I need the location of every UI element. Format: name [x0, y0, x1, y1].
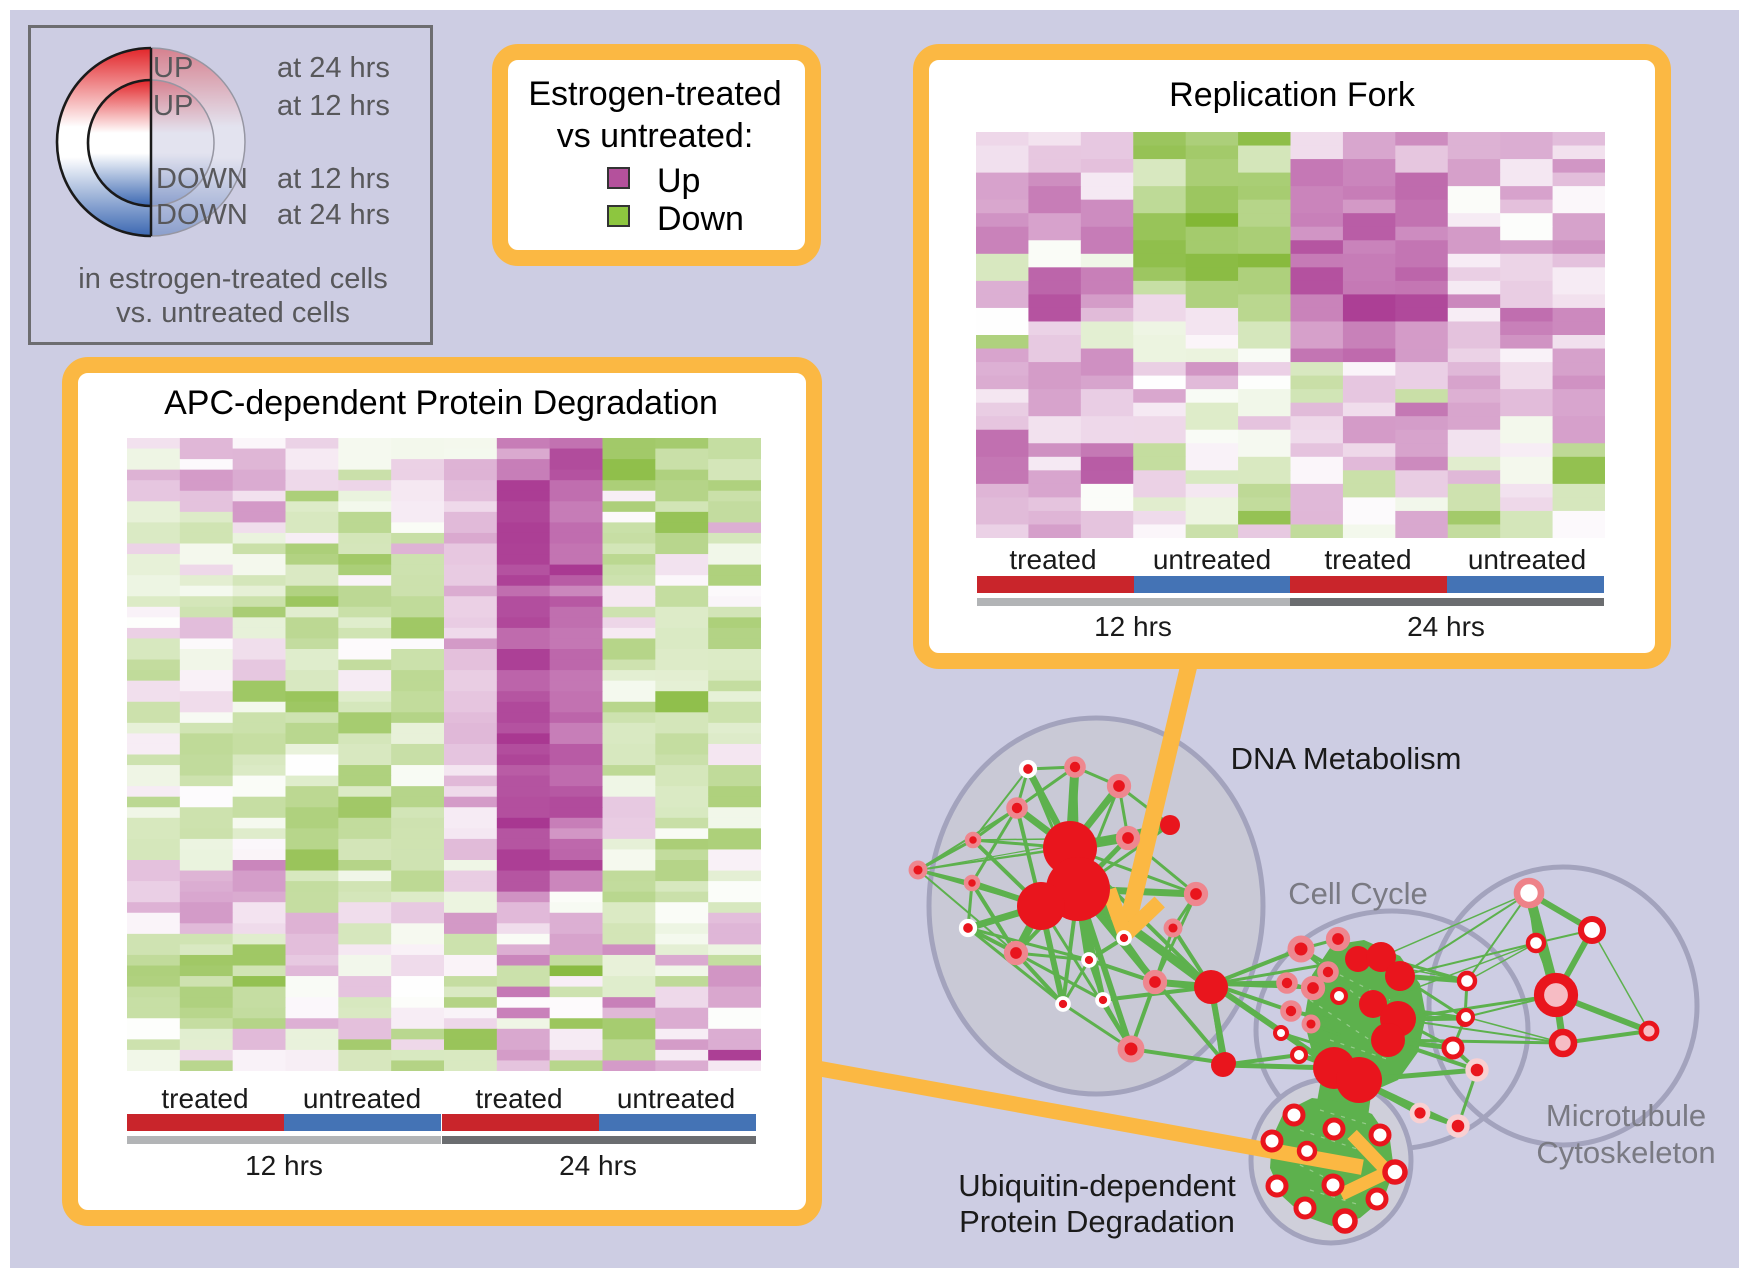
svg-text:Protein Degradation: Protein Degradation [959, 1204, 1235, 1239]
svg-text:Cytoskeleton: Cytoskeleton [1536, 1135, 1715, 1170]
svg-text:Microtubule: Microtubule [1546, 1098, 1706, 1133]
svg-text:Ubiquitin-dependent: Ubiquitin-dependent [958, 1168, 1236, 1203]
svg-text:Cell Cycle: Cell Cycle [1288, 876, 1428, 911]
svg-text:DNA Metabolism: DNA Metabolism [1231, 741, 1462, 776]
